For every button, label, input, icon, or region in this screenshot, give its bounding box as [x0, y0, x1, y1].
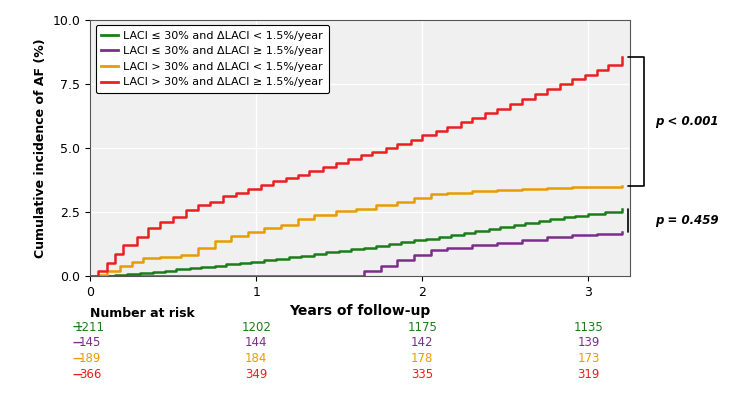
Y-axis label: Cumulative incidence of AF (%): Cumulative incidence of AF (%)	[34, 38, 46, 258]
Text: 1211: 1211	[75, 321, 105, 333]
Text: 335: 335	[411, 368, 434, 381]
Text: 319: 319	[578, 368, 600, 381]
Text: 1175: 1175	[407, 321, 437, 333]
Text: —: —	[73, 322, 82, 332]
Text: 1202: 1202	[242, 321, 271, 333]
Legend: LACI ≤ 30% and ΔLACI < 1.5%/year, LACI ≤ 30% and ΔLACI ≥ 1.5%/year, LACI > 30% a: LACI ≤ 30% and ΔLACI < 1.5%/year, LACI ≤…	[95, 25, 328, 93]
Text: —: —	[73, 369, 82, 379]
Text: Number at risk: Number at risk	[90, 307, 195, 320]
Text: 366: 366	[79, 368, 101, 381]
Text: 142: 142	[411, 336, 434, 349]
Text: p = 0.459: p = 0.459	[655, 214, 718, 227]
Text: 349: 349	[245, 368, 267, 381]
Text: p < 0.001: p < 0.001	[655, 115, 718, 128]
Text: 145: 145	[79, 336, 101, 349]
Text: 184: 184	[245, 352, 267, 365]
Text: 173: 173	[578, 352, 600, 365]
X-axis label: Years of follow-up: Years of follow-up	[290, 304, 430, 318]
Text: —: —	[73, 338, 82, 348]
Text: —: —	[73, 353, 82, 364]
Text: 189: 189	[79, 352, 101, 365]
Text: 178: 178	[411, 352, 434, 365]
Text: 1135: 1135	[574, 321, 603, 333]
Text: 144: 144	[245, 336, 268, 349]
Text: 139: 139	[578, 336, 600, 349]
